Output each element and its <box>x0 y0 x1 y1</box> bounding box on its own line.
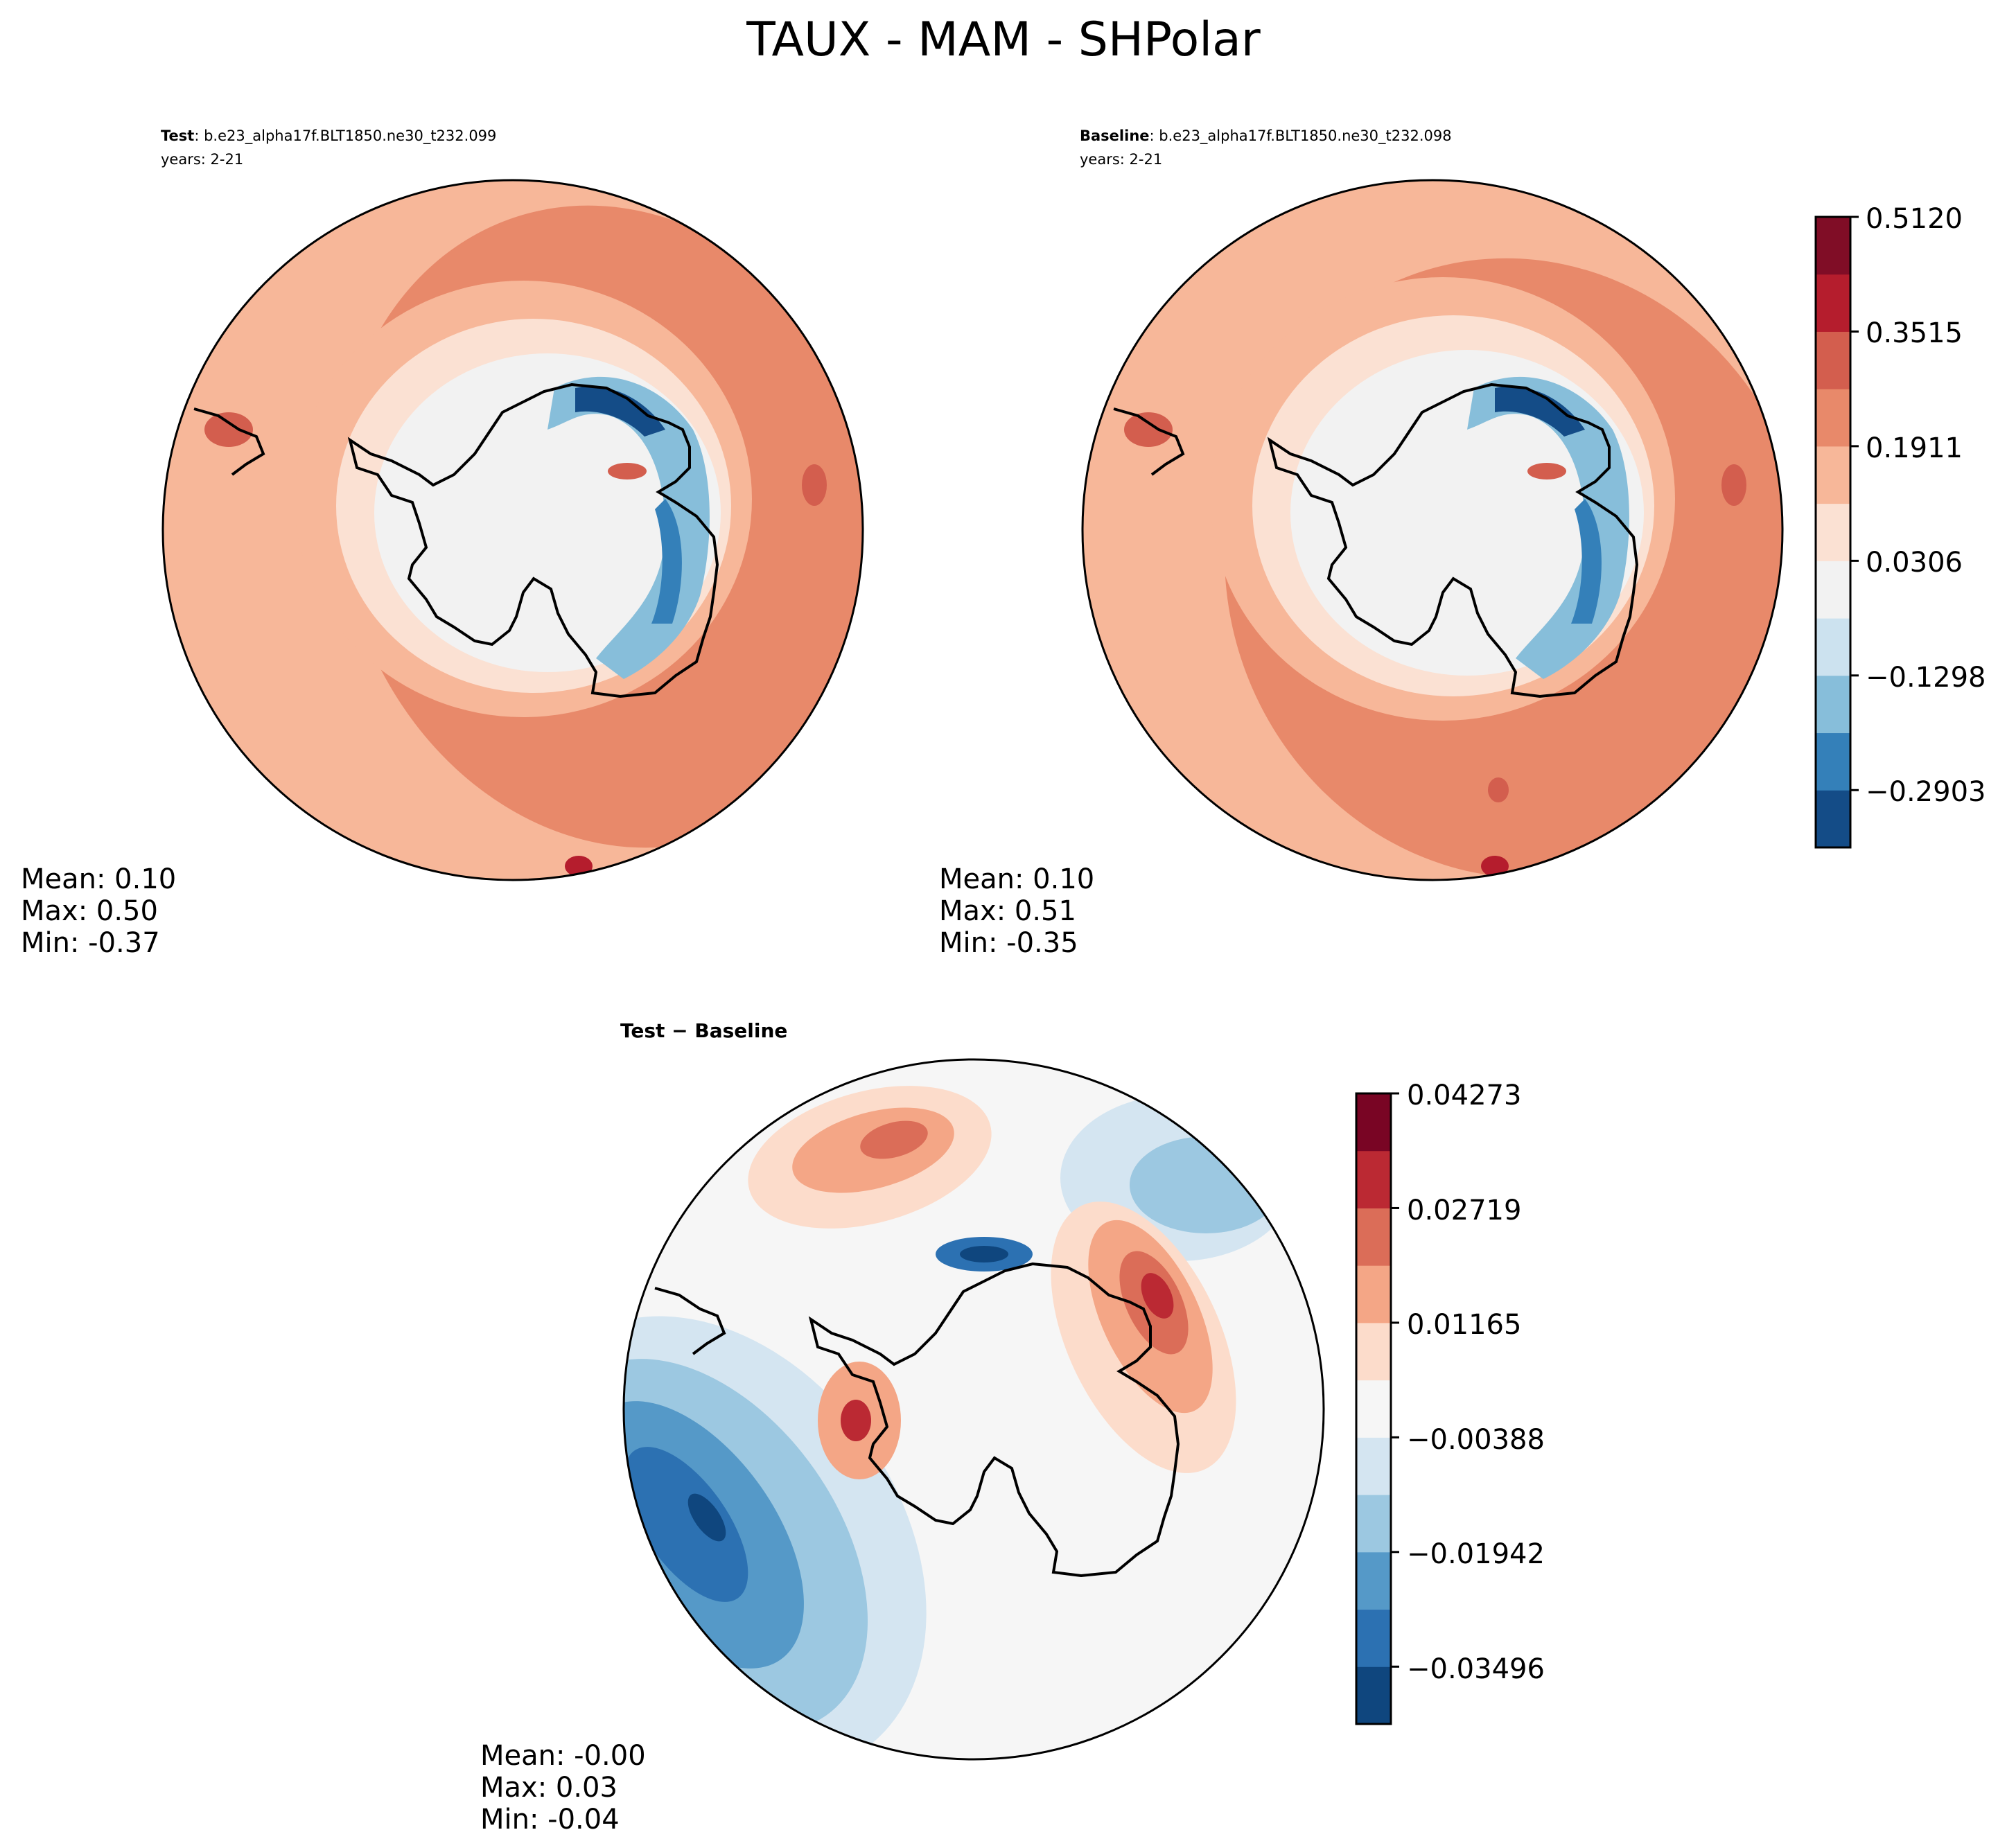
contour-peak-red <box>608 463 647 479</box>
panel-title-sep: : <box>194 127 204 144</box>
colorbar-tick-label: 0.1911 <box>1866 432 1963 464</box>
colorbar-swatch <box>1356 1150 1391 1208</box>
panel-title-bold: Baseline <box>1080 127 1150 144</box>
stat-min-test: Min: -0.37 <box>21 927 160 959</box>
contour-negative-coast-peak <box>960 1246 1008 1262</box>
colorbar-swatch <box>1816 274 1850 332</box>
colorbar-swatch <box>1356 1208 1391 1266</box>
colorbar-swatch <box>1356 1495 1391 1553</box>
colorbar-swatch <box>1356 1666 1391 1725</box>
contour-positive-north-peak <box>860 1120 928 1159</box>
colorbar-tick-label: 0.02719 <box>1407 1195 1521 1226</box>
map-boundary-diff <box>622 1058 1325 1761</box>
contour-positive-west-peak <box>841 1400 871 1441</box>
map-boundary-baseline <box>1081 179 1784 881</box>
contour-negative-east <box>1571 499 1602 624</box>
panel-title-case: b.e23_alpha17f.BLT1850.ne30_t232.098 <box>1159 127 1451 145</box>
colorbar-diff: 0.04273 0.02719 0.01165 −0.00388 −0.0194… <box>1355 1080 1545 1725</box>
panel-baseline: Baseline: b.e23_alpha17f.BLT1850.ne30_t2… <box>939 127 1784 959</box>
stat-min-diff: Min: -0.04 <box>480 1804 620 1836</box>
map-diff <box>624 1059 1324 1759</box>
panel-title-diff: Test − Baseline <box>620 1019 787 1042</box>
colorbar-swatch <box>1816 217 1850 275</box>
colorbar-main: 0.5120 0.3515 0.1911 0.0306 −0.1298 −0.2… <box>1814 203 1986 849</box>
colorbar-swatch <box>1816 618 1850 676</box>
colorbar-tick-label: −0.01942 <box>1407 1538 1545 1570</box>
colorbar-tick-label: 0.0306 <box>1866 547 1963 579</box>
contour-negative-peak <box>687 1493 726 1542</box>
colorbar-swatch <box>1356 1265 1391 1323</box>
colorbar-ticks <box>1391 1092 1399 1668</box>
stat-mean-diff: Mean: -0.00 <box>480 1740 646 1772</box>
map-boundary-test <box>161 179 864 881</box>
colorbar-tick-label: 0.01165 <box>1407 1309 1521 1341</box>
map-test <box>163 180 863 880</box>
colorbar-tick-label: −0.1298 <box>1866 662 1986 694</box>
contour-peak-coast <box>802 464 827 506</box>
contour-peak-west <box>1124 412 1173 447</box>
colorbar-ticks <box>1850 215 1859 791</box>
colorbar-swatch <box>1816 675 1850 734</box>
panel-title-sep: : <box>1150 127 1159 144</box>
contour-peak-red <box>1527 463 1566 479</box>
colorbar-swatches <box>1816 217 1850 848</box>
colorbar-tick-label: −0.2903 <box>1866 776 1986 808</box>
panel-title-case: b.e23_alpha17f.BLT1850.ne30_t232.099 <box>204 127 496 145</box>
map-baseline <box>1083 180 1782 880</box>
figure-title: TAUX - MAM - SHPolar <box>746 12 1261 67</box>
colorbar-tick-label: 0.3515 <box>1866 317 1963 349</box>
contour-peak-west <box>204 412 253 447</box>
colorbar-swatch <box>1356 1437 1391 1495</box>
colorbar-swatch <box>1356 1322 1391 1381</box>
colorbar-swatches <box>1356 1093 1391 1725</box>
colorbar-swatch <box>1816 732 1850 791</box>
colorbar-swatch <box>1816 503 1850 561</box>
contour-negative-core <box>1495 386 1585 437</box>
contour-core-neutral <box>374 353 721 672</box>
stat-max-diff: Max: 0.03 <box>480 1772 617 1804</box>
panel-years-test: years: 2-21 <box>161 151 243 168</box>
colorbar-swatch <box>1356 1380 1391 1438</box>
colorbar-swatch <box>1816 446 1850 504</box>
contour-negative-east <box>651 499 682 624</box>
colorbar-tick-label: 0.04273 <box>1407 1080 1521 1111</box>
stat-max-baseline: Max: 0.51 <box>939 895 1076 927</box>
colorbar-tick-label: 0.5120 <box>1866 203 1963 235</box>
panel-title-baseline: Baseline: b.e23_alpha17f.BLT1850.ne30_t2… <box>1080 127 1452 145</box>
colorbar-swatch <box>1816 331 1850 389</box>
contour-peak-coast <box>1721 464 1746 506</box>
panel-title-bold: Test <box>161 127 194 144</box>
colorbar-swatch <box>1816 790 1850 848</box>
stat-max-test: Max: 0.50 <box>21 895 158 927</box>
contour-negative-ne-core <box>1130 1136 1282 1233</box>
colorbar-swatch <box>1816 561 1850 619</box>
panel-title-test: Test: b.e23_alpha17f.BLT1850.ne30_t232.0… <box>161 127 496 145</box>
contour-negative-core <box>624 1447 748 1602</box>
panel-years-baseline: years: 2-21 <box>1080 151 1162 168</box>
colorbar-frame <box>1814 215 1852 849</box>
colorbar-swatch <box>1356 1093 1391 1152</box>
panel-diff: Test − Baseline Mean: -0.00 Max: 0.0 <box>480 1019 1325 1836</box>
stat-min-baseline: Min: -0.35 <box>939 927 1078 959</box>
colorbar-swatch <box>1356 1551 1391 1610</box>
stat-mean-test: Mean: 0.10 <box>21 863 176 895</box>
stat-mean-baseline: Mean: 0.10 <box>939 863 1094 895</box>
contour-peak-south <box>565 856 593 877</box>
contour-peak-south-edge <box>1481 856 1509 877</box>
colorbar-tick-label: −0.00388 <box>1407 1424 1545 1456</box>
contour-negative-core <box>575 386 665 437</box>
colorbar-frame <box>1355 1092 1392 1725</box>
contour-peak-south <box>1488 777 1509 802</box>
colorbar-swatch <box>1356 1609 1391 1667</box>
colorbar-swatch <box>1816 389 1850 447</box>
panel-test: Test: b.e23_alpha17f.BLT1850.ne30_t232.0… <box>21 127 864 959</box>
colorbar-tick-label: −0.03496 <box>1407 1653 1545 1685</box>
contour-positive-east-peak <box>1141 1273 1174 1319</box>
